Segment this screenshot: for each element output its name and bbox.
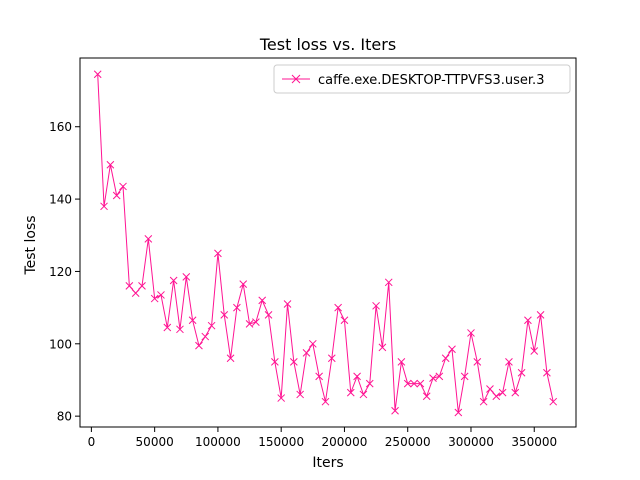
data-point-marker: [296, 390, 305, 399]
data-point-marker: [498, 388, 507, 397]
data-point-marker: [435, 372, 444, 381]
x-tick-label: 50000: [136, 435, 174, 449]
data-point-marker: [334, 303, 342, 312]
data-point-marker: [327, 354, 336, 363]
data-point-marker: [505, 358, 513, 366]
data-point-marker: [100, 202, 108, 211]
data-point-marker: [448, 345, 456, 354]
data-point-marker: [549, 397, 558, 406]
data-point-marker: [144, 235, 153, 243]
data-point-marker: [239, 280, 248, 288]
data-point-marker: [359, 390, 368, 399]
data-point-marker: [365, 379, 374, 388]
data-point-marker: [112, 191, 121, 200]
data-point-marker: [422, 392, 431, 401]
x-tick-label: 300000: [448, 435, 494, 449]
data-point-marker: [169, 276, 178, 285]
data-point-marker: [138, 282, 146, 290]
data-point-marker: [429, 374, 437, 383]
y-axis-label: Test loss: [23, 215, 39, 275]
data-point-marker: [321, 397, 330, 406]
data-point-marker: [106, 160, 115, 169]
x-tick-label: 250000: [385, 435, 431, 449]
chart-title: Test loss vs. Iters: [259, 35, 396, 54]
data-point-marker: [93, 70, 102, 79]
data-point-marker: [486, 385, 494, 393]
data-point-marker: [403, 379, 412, 388]
data-point-marker: [245, 320, 254, 328]
data-point-marker: [492, 392, 501, 401]
data-point-marker: [517, 368, 526, 377]
data-point-marker: [226, 354, 235, 363]
y-tick-label: 80: [57, 410, 72, 424]
data-point-marker: [157, 291, 165, 299]
data-point-marker: [511, 388, 520, 397]
data-point-marker: [214, 249, 222, 258]
data-point-marker: [467, 329, 475, 337]
data-point-marker: [441, 354, 450, 363]
data-point-marker: [460, 372, 469, 381]
data-point-marker: [182, 273, 191, 281]
x-axis-label: Iters: [312, 455, 343, 471]
data-point-marker: [201, 332, 210, 341]
x-tick-label: 0: [88, 435, 96, 449]
data-point-marker: [391, 406, 399, 415]
data-point-marker: [315, 372, 323, 381]
data-point-marker: [372, 301, 380, 310]
y-tick-label: 100: [49, 337, 72, 351]
legend-box: [273, 64, 571, 94]
data-point-marker: [524, 316, 532, 325]
data-point-marker: [264, 310, 273, 319]
data-point-marker: [163, 323, 172, 332]
data-point-marker: [378, 343, 387, 352]
data-point-marker: [308, 339, 317, 348]
data-point-marker: [277, 394, 286, 402]
x-tick-label: 350000: [511, 435, 557, 449]
data-point-marker: [543, 368, 551, 377]
data-point-marker: [220, 310, 229, 319]
y-axis: 80 100 120 140 160: [49, 120, 80, 424]
data-point-marker: [340, 316, 349, 325]
y-tick-label: 120: [49, 265, 72, 279]
data-point-marker: [353, 372, 361, 381]
data-point-marker: [131, 289, 140, 298]
data-point-marker: [384, 278, 393, 287]
data-point-marker: [479, 397, 488, 406]
y-tick-label: 160: [49, 120, 72, 134]
data-point-marker: [346, 388, 355, 397]
data-point-marker: [207, 321, 216, 330]
data-point-marker: [188, 316, 197, 325]
data-point-marker: [252, 318, 260, 326]
data-point-marker: [416, 379, 425, 388]
data-point-marker: [195, 341, 203, 350]
x-tick-label: 150000: [258, 435, 304, 449]
x-tick-label: 100000: [195, 435, 241, 449]
data-point-marker: [536, 310, 545, 319]
legend-series-label: caffe.exe.DESKTOP-TTPVFS3.user.3: [318, 73, 544, 88]
data-point-marker: [119, 182, 127, 191]
x-axis: 0 50000 100000 150000 200000 250000 300000 3500…: [88, 427, 557, 449]
data-point-marker: [530, 347, 539, 355]
legend: caffe.exe.DESKTOP-TTPVFS3.user.3: [273, 64, 571, 94]
data-point-marker: [258, 296, 267, 305]
data-point-marker: [150, 294, 159, 303]
data-point-marker: [283, 300, 292, 308]
data-point-marker: [271, 358, 279, 366]
data-point-marker: [125, 282, 134, 290]
plot-area: [93, 70, 558, 417]
data-point-marker: [454, 408, 463, 417]
data-point-marker: [397, 358, 406, 366]
data-point-marker: [233, 303, 241, 312]
data-point-marker: [289, 358, 298, 366]
y-tick-label: 140: [49, 193, 72, 207]
x-tick-label: 200000: [322, 435, 368, 449]
data-point-marker: [176, 325, 184, 334]
data-point-marker: [473, 358, 482, 366]
data-point-marker: [302, 348, 311, 357]
plot-frame: [79, 57, 577, 428]
data-point-marker: [410, 379, 418, 388]
legend-marker-icon: [291, 74, 301, 84]
